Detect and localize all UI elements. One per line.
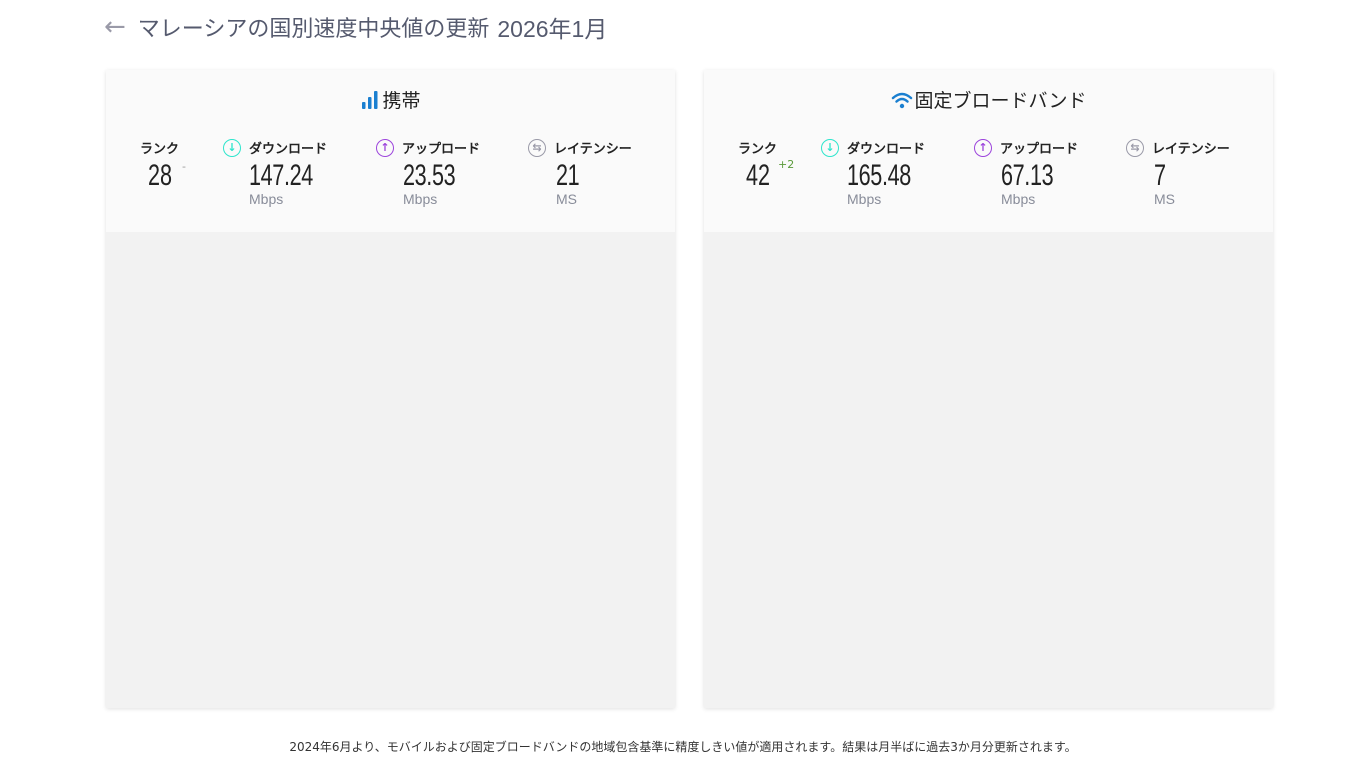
page-title-date: 2026年1月: [497, 16, 608, 42]
download-metric: ↓ ダウンロード 147.24 Mbps: [223, 138, 338, 207]
chart-area: [106, 232, 675, 708]
upload-arrow-icon: ↑: [376, 138, 394, 157]
download-label: ダウンロード: [847, 142, 926, 157]
upload-label: アップロード: [1000, 142, 1079, 157]
rank-label: ランク: [140, 142, 180, 157]
upload-unit: Mbps: [1001, 191, 1036, 207]
upload-unit: Mbps: [403, 191, 438, 207]
fixed-broadband-card: 0601201801314051001 / 202501 / 20261314 …: [704, 70, 1273, 708]
rank-value: 28: [148, 159, 173, 192]
latency-label: レイテンシー: [554, 142, 632, 157]
upload-arrow-icon: ↑: [974, 138, 992, 157]
download-metric: ↓ ダウンロード 165.48 Mbps: [821, 138, 936, 207]
wifi-icon: 0601201801314051001 / 202501 / 20261314: [891, 90, 913, 110]
download-value: 147.24: [249, 159, 313, 192]
rank-label: ランク: [738, 142, 778, 157]
latency-exchange-icon: ⇆: [528, 138, 546, 157]
card-header: 0601201801314051001 / 202501 / 20261314 …: [704, 70, 1273, 232]
rank-change: -: [182, 160, 186, 173]
footnote: 2024年6月より、モバイルおよび固定ブロードバンドの地域包含基準に精度しきい値…: [289, 740, 1077, 754]
rank-metric: ランク 42 +2: [738, 138, 794, 192]
signal-bars-icon: 08016024013140122401 / 202501 / 20261314: [360, 90, 380, 110]
download-arrow-icon: ↓: [821, 138, 839, 157]
page-title: マレーシアの国別速度中央値の更新: [137, 17, 490, 42]
arrow-left-icon[interactable]: ←: [104, 12, 126, 42]
rank-value: 42: [746, 159, 771, 192]
card-title: 0601201801314051001 / 202501 / 20261314 …: [704, 86, 1273, 113]
mobile-card: 08016024013140122401 / 202501 / 20261314…: [106, 70, 675, 708]
upload-value: 67.13: [1001, 159, 1054, 192]
page-header: ← マレーシアの国別速度中央値の更新 2026年1月: [104, 10, 607, 44]
latency-value: 7: [1154, 159, 1166, 192]
card-header: 08016024013140122401 / 202501 / 20261314…: [106, 70, 675, 232]
rank-metric: ランク 28 -: [140, 138, 186, 192]
upload-metric: ↑ アップロード 67.13 Mbps: [974, 138, 1078, 207]
chart-area: [704, 232, 1273, 708]
download-arrow-icon: ↓: [223, 138, 241, 157]
latency-value: 21: [556, 159, 580, 192]
card-title-text: 携帯: [382, 90, 421, 112]
download-unit: Mbps: [847, 191, 882, 207]
latency-unit: MS: [556, 191, 577, 207]
rank-change: +2: [778, 158, 795, 171]
upload-value: 23.53: [403, 159, 456, 192]
download-label: ダウンロード: [249, 142, 328, 157]
upload-label: アップロード: [402, 142, 481, 157]
card-title: 08016024013140122401 / 202501 / 20261314…: [106, 86, 675, 113]
latency-label: レイテンシー: [1152, 142, 1230, 157]
download-unit: Mbps: [249, 191, 284, 207]
card-title-text: 固定ブロードバンド: [914, 90, 1087, 112]
latency-exchange-icon: ⇆: [1126, 138, 1144, 157]
latency-unit: MS: [1154, 191, 1175, 207]
upload-metric: ↑ アップロード 23.53 Mbps: [376, 138, 480, 207]
latency-metric: ⇆ レイテンシー 7 MS: [1126, 138, 1230, 207]
download-value: 165.48: [847, 159, 911, 192]
latency-metric: ⇆ レイテンシー 21 MS: [528, 138, 632, 207]
